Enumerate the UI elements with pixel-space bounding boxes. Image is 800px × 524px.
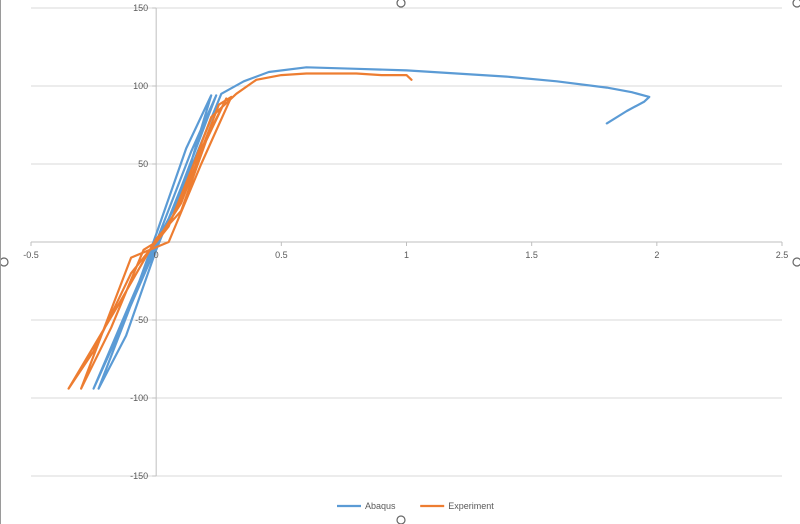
- resize-handle[interactable]: [396, 515, 406, 524]
- x-tick-label: -0.5: [23, 250, 39, 260]
- y-tick-label: 150: [133, 3, 148, 13]
- y-tick-label: 100: [133, 81, 148, 91]
- resize-handle[interactable]: [792, 257, 800, 267]
- resize-handle[interactable]: [792, 0, 800, 8]
- x-tick-label: 0.5: [275, 250, 288, 260]
- series-lines: [67, 66, 651, 390]
- y-tick-label: -150: [130, 471, 148, 481]
- x-tick-label: 1.5: [525, 250, 538, 260]
- x-tick-label: 2.5: [776, 250, 789, 260]
- y-tick-label: 50: [138, 159, 148, 169]
- y-tick-label: -100: [130, 393, 148, 403]
- axes: [30, 7, 783, 477]
- resize-handle[interactable]: [396, 0, 406, 8]
- legend: Abaqus Experiment: [337, 501, 494, 511]
- y-tick-label: -50: [135, 315, 148, 325]
- resize-handle[interactable]: [1, 257, 9, 267]
- series-line-experiment: [67, 72, 413, 390]
- series-line-abaqus: [92, 66, 651, 390]
- x-tick-label: 1: [404, 250, 409, 260]
- legend-label: Abaqus: [365, 501, 396, 511]
- tick-labels: -0.5 0 0.5 1 1.5 2 2.5 -150 -100 -50 50 100 150: [23, 3, 788, 481]
- legend-label: Experiment: [448, 501, 494, 511]
- x-tick-label: 0: [154, 250, 159, 260]
- x-tick-label: 2: [654, 250, 659, 260]
